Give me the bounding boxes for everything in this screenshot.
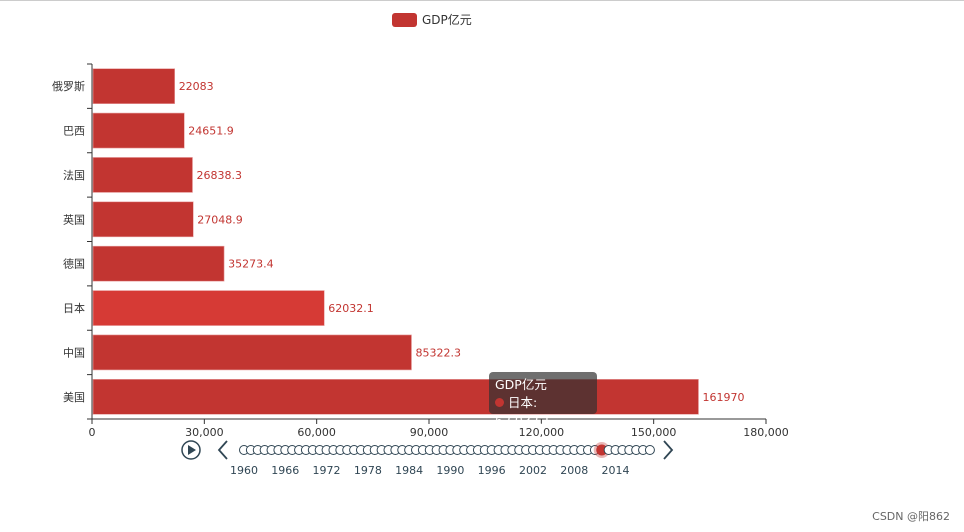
data-label: 62032.1 (328, 302, 374, 315)
timeline-label[interactable]: 2002 (519, 464, 547, 477)
x-tick-label: 0 (89, 426, 96, 439)
timeline-label[interactable]: 2014 (602, 464, 630, 477)
play-icon[interactable] (188, 445, 196, 455)
tooltip: GDP亿元 日本: 62,032.1 (489, 372, 597, 428)
legend-swatch[interactable] (392, 13, 417, 27)
timeline-label[interactable]: 1978 (354, 464, 382, 477)
timeline-label[interactable]: 1990 (436, 464, 464, 477)
watermark: CSDN @阳862 (872, 510, 950, 523)
y-tick-label: 中国 (63, 346, 85, 359)
x-tick-label: 90,000 (410, 426, 449, 439)
bar-6 (92, 112, 185, 149)
timeline-label[interactable]: 2008 (560, 464, 588, 477)
y-tick-label: 美国 (63, 391, 85, 404)
x-tick-label: 150,000 (631, 426, 677, 439)
data-label: 35273.4 (228, 258, 274, 271)
data-label: 161970 (702, 391, 744, 404)
play-button[interactable] (181, 440, 201, 460)
bar-0 (92, 379, 699, 415)
timeline-label[interactable]: 1996 (478, 464, 506, 477)
bar-3 (92, 245, 225, 282)
data-label: 27048.9 (197, 213, 243, 226)
next-icon[interactable] (663, 440, 674, 460)
y-tick-label: 巴西 (63, 125, 85, 138)
y-tick-label: 俄罗斯 (52, 80, 85, 93)
timeline-label[interactable]: 1972 (313, 464, 341, 477)
bar-1 (92, 334, 412, 371)
bar-2 (92, 290, 325, 326)
tooltip-item: 日本: 62,032.1 (495, 395, 551, 428)
data-label: 26838.3 (196, 169, 242, 182)
timeline-label[interactable]: 1966 (271, 464, 299, 477)
legend-label[interactable]: GDP亿元 (422, 12, 472, 27)
bar-5 (92, 157, 193, 193)
top-border (0, 0, 964, 1)
tooltip-title: GDP亿元 (495, 377, 547, 392)
prev-icon[interactable] (217, 440, 228, 460)
series-dot-icon (495, 398, 504, 407)
data-label: 24651.9 (188, 125, 234, 138)
timeline-label[interactable]: 1984 (395, 464, 423, 477)
x-tick-label: 60,000 (297, 426, 336, 439)
timeline-label[interactable]: 1960 (230, 464, 258, 477)
bar-7 (92, 68, 175, 104)
x-tick-label: 120,000 (519, 426, 565, 439)
y-tick-label: 英国 (63, 212, 85, 226)
y-tick-label: 德国 (63, 257, 85, 271)
data-label: 85322.3 (415, 346, 461, 359)
timeline-point[interactable] (644, 445, 655, 455)
x-tick-label: 180,000 (743, 426, 789, 439)
y-tick-label: 法国 (63, 168, 85, 182)
data-label: 22083 (179, 80, 214, 93)
x-tick-label: 30,000 (185, 426, 224, 439)
y-tick-label: 日本 (63, 301, 85, 315)
bar-4 (92, 201, 194, 238)
